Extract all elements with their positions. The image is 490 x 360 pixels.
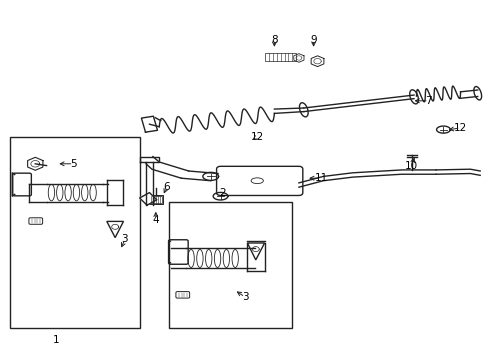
Text: 7: 7 [425, 96, 432, 106]
Text: 9: 9 [310, 35, 317, 45]
Bar [149, 196, 162, 203]
Text: 6: 6 [163, 182, 170, 192]
Text: 2: 2 [220, 188, 226, 198]
Text: 12: 12 [250, 132, 264, 142]
Text: 10: 10 [405, 161, 418, 171]
Text: 3: 3 [242, 292, 248, 302]
Bar [148, 195, 163, 204]
Bar [169, 202, 292, 328]
Text: 4: 4 [152, 215, 159, 225]
Text: 11: 11 [314, 173, 328, 183]
Text: 5: 5 [70, 159, 77, 169]
Text: 12: 12 [454, 123, 467, 133]
Text: 1: 1 [53, 335, 60, 345]
Polygon shape [140, 193, 157, 205]
Text: 8: 8 [271, 35, 278, 45]
Text: 3: 3 [122, 234, 128, 244]
Bar [10, 137, 140, 328]
Bar [265, 53, 296, 61]
